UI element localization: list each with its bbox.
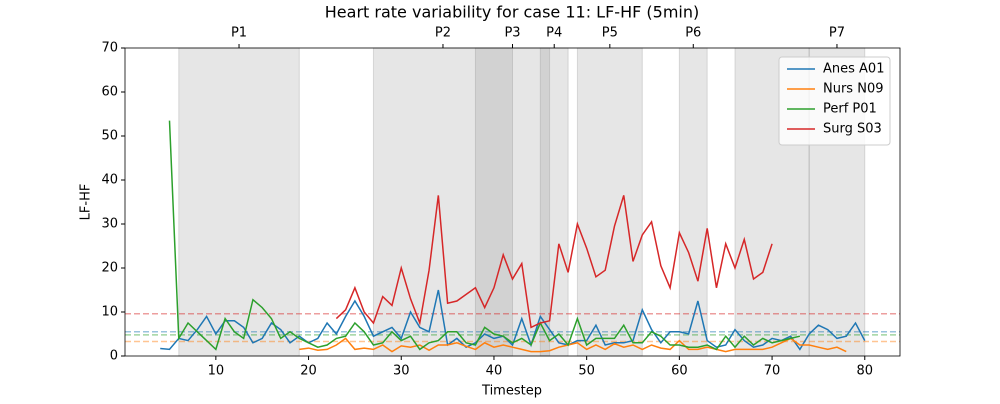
phase-label: P2 bbox=[435, 26, 451, 41]
phase-label: P3 bbox=[504, 26, 520, 41]
y-tick-label: 10 bbox=[101, 305, 118, 320]
y-tick-label: 60 bbox=[101, 85, 118, 100]
phase-label: P5 bbox=[602, 26, 618, 41]
x-tick-label: 60 bbox=[671, 364, 688, 379]
y-tick-label: 40 bbox=[101, 173, 118, 188]
legend-label: Perf P01 bbox=[823, 102, 877, 117]
series-line bbox=[160, 289, 866, 351]
y-tick-label: 30 bbox=[101, 217, 118, 232]
phase-band bbox=[539, 47, 569, 357]
y-tick-label: 0 bbox=[110, 349, 118, 364]
legend-label: Nurs N09 bbox=[823, 82, 883, 97]
x-tick-label: 30 bbox=[393, 364, 410, 379]
x-tick-label: 70 bbox=[764, 364, 781, 379]
y-tick-label: 50 bbox=[101, 129, 118, 144]
legend-label: Anes A01 bbox=[823, 62, 884, 77]
y-tick-label: 70 bbox=[101, 41, 118, 56]
legend-box bbox=[778, 56, 891, 146]
x-tick-label: 10 bbox=[208, 364, 225, 379]
phase-band bbox=[474, 47, 551, 357]
series-line bbox=[299, 337, 847, 353]
x-tick-label: 40 bbox=[486, 364, 503, 379]
series-line bbox=[168, 120, 801, 351]
x-axis-label: Timestep bbox=[481, 384, 542, 399]
x-tick-label: 80 bbox=[856, 364, 873, 379]
x-tick-label: 20 bbox=[300, 364, 317, 379]
phase-label: P4 bbox=[546, 26, 562, 41]
legend-label: Surg S03 bbox=[823, 122, 882, 137]
phase-label: P7 bbox=[829, 26, 845, 41]
series-line bbox=[335, 195, 773, 329]
phase-label: P6 bbox=[685, 26, 701, 41]
plot-frame bbox=[124, 47, 901, 357]
chart-title: Heart rate variability for case 11: LF-H… bbox=[325, 3, 699, 22]
y-axis-label: LF-HF bbox=[79, 184, 94, 221]
phase-band bbox=[178, 47, 300, 357]
y-tick-label: 20 bbox=[101, 261, 118, 276]
phase-band bbox=[576, 47, 643, 357]
x-tick-label: 50 bbox=[578, 364, 595, 379]
phase-band bbox=[678, 47, 708, 357]
phase-label: P1 bbox=[231, 26, 247, 41]
